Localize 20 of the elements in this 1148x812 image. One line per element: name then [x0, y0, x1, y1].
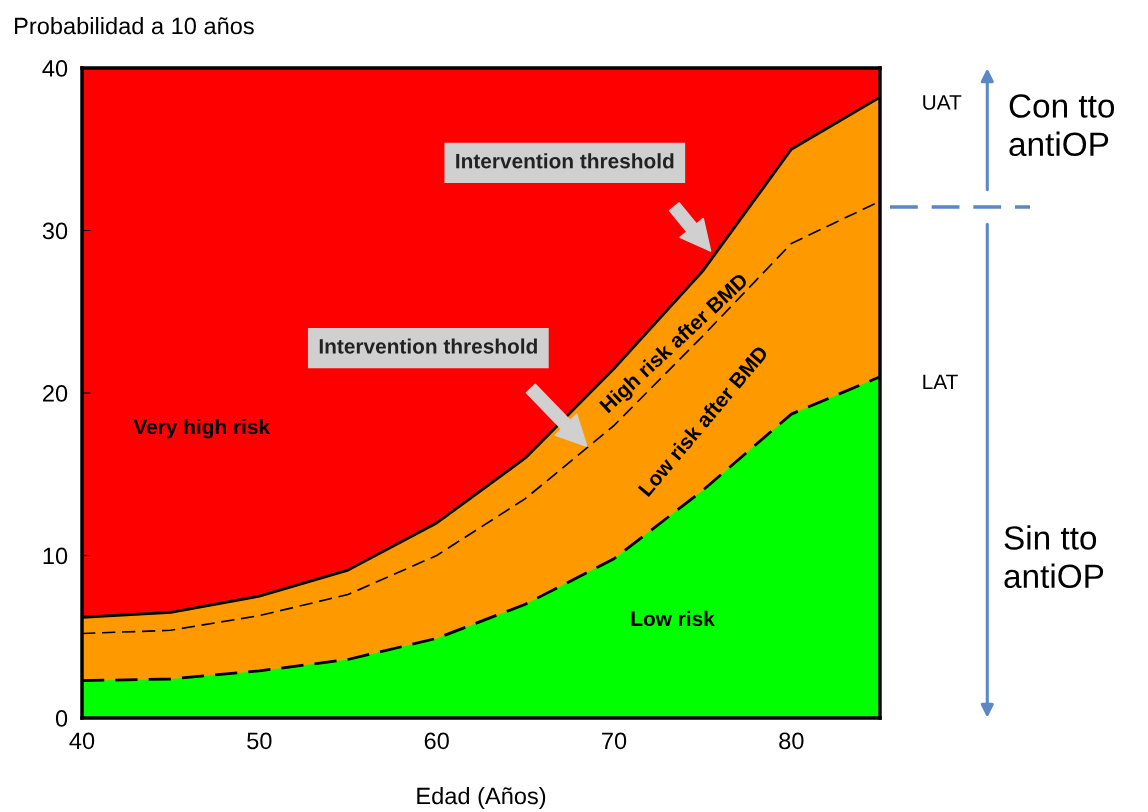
annotation: Very high risk [133, 418, 271, 439]
annotation: UAT [923, 95, 962, 110]
annotation: Low risk [631, 610, 715, 627]
y-axis-title: Probabilidad a 10 años [15, 17, 254, 35]
y-tick-label: 10 [43, 547, 68, 565]
x-tick-label: 40 [69, 732, 95, 750]
annotation: LAT [923, 374, 958, 390]
text: Con tto antiOP [1009, 94, 1115, 157]
y-tick-label: 20 [43, 385, 68, 402]
y-tick-label: 0 [55, 710, 68, 727]
x-tick-label: 80 [779, 732, 804, 750]
x-tick-label: 50 [247, 732, 272, 750]
text: Sin tto antiOP [1004, 525, 1104, 589]
x-axis-title: Edad (Años) [417, 786, 546, 809]
annotation: Intervention threshold [319, 338, 537, 354]
x-tick-label: 70 [602, 732, 627, 750]
y-tick-label: 30 [42, 222, 68, 240]
y-tick-label: 40 [42, 60, 68, 77]
x-tick-label: 60 [424, 732, 449, 750]
annotation: Intervention threshold [456, 153, 674, 169]
